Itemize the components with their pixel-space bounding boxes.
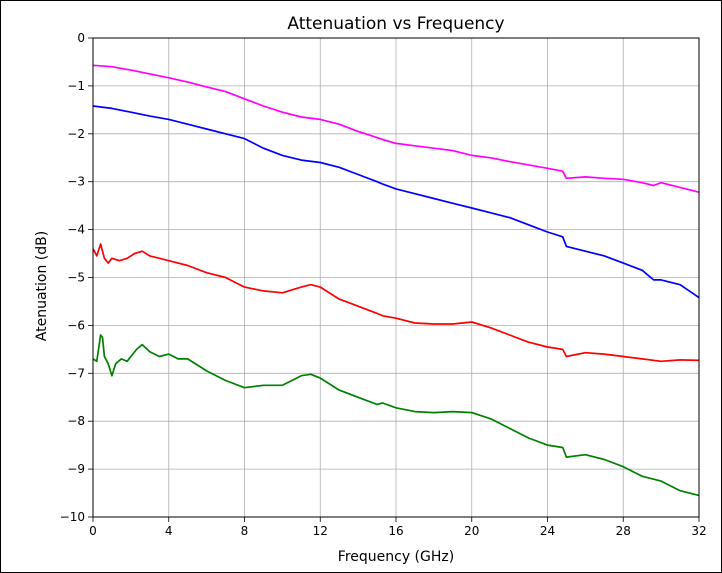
y-tick-label: 0 bbox=[77, 31, 85, 45]
y-tick-label: −7 bbox=[67, 366, 85, 380]
y-tick-label: −10 bbox=[60, 510, 85, 524]
grid-lines bbox=[92, 37, 700, 518]
y-tick-label: −1 bbox=[67, 79, 85, 93]
y-axis-label: Atenuation (dB) bbox=[34, 231, 50, 341]
y-tick-label: −8 bbox=[67, 414, 85, 428]
x-axis-label: Frequency (GHz) bbox=[338, 549, 454, 565]
series-layer bbox=[92, 64, 700, 497]
chart-title: Attenuation vs Frequency bbox=[287, 14, 504, 34]
y-tick-label: −4 bbox=[67, 223, 85, 237]
series-line-2 bbox=[92, 105, 700, 299]
series-line-4 bbox=[92, 334, 700, 497]
x-tick-label: 4 bbox=[165, 524, 173, 538]
y-tick-label: −6 bbox=[67, 318, 85, 332]
x-tick-label: 8 bbox=[241, 524, 249, 538]
x-tick-label: 20 bbox=[464, 524, 479, 538]
x-tick-label: 32 bbox=[691, 524, 706, 538]
x-tick-label: 0 bbox=[89, 524, 97, 538]
series-line-3 bbox=[92, 243, 700, 363]
y-tick-label: −9 bbox=[67, 462, 85, 476]
y-tick-label: −3 bbox=[67, 175, 85, 189]
x-tick-label: 24 bbox=[540, 524, 555, 538]
series-line-1 bbox=[92, 64, 700, 194]
x-tick-label: 12 bbox=[313, 524, 328, 538]
axis-ticks: 0 4 8 12 16 20 24 28 32 0 −1 −2 −3 −4 −5 −6 −7 −8 −9 −10 bbox=[60, 31, 707, 538]
x-tick-label: 28 bbox=[616, 524, 631, 538]
y-tick-label: −2 bbox=[67, 127, 85, 141]
y-tick-label: −5 bbox=[67, 271, 85, 285]
x-tick-label: 16 bbox=[388, 524, 403, 538]
